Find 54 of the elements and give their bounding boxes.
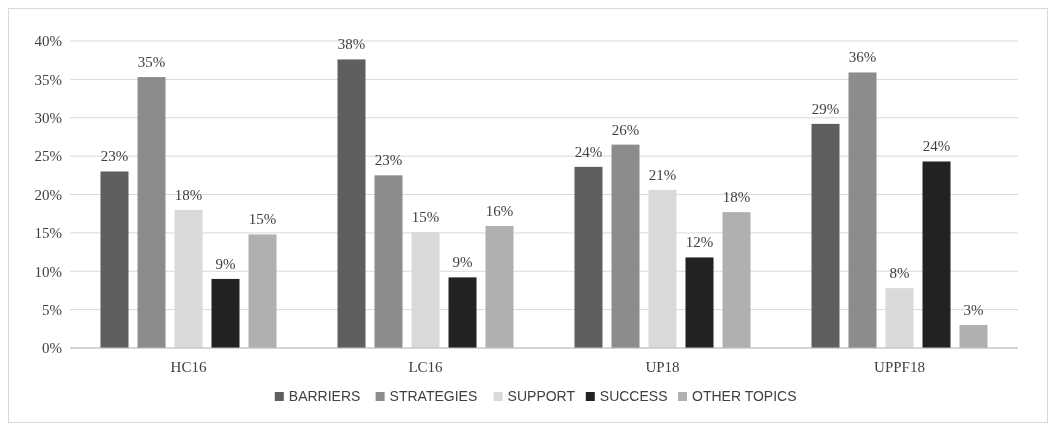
data-label: 8% <box>889 265 910 282</box>
data-label: 18% <box>174 186 203 203</box>
data-label: 24% <box>574 143 603 160</box>
y-tick-label: 15% <box>34 225 62 242</box>
data-label: 24% <box>922 138 951 155</box>
data-label: 26% <box>611 121 640 138</box>
legend-label: STRATEGIES <box>389 388 478 404</box>
bar <box>448 277 477 348</box>
bar <box>611 144 640 348</box>
bar <box>248 234 277 348</box>
legend-label: SUCCESS <box>599 388 668 404</box>
bar <box>959 324 988 348</box>
x-tick-label: LC16 <box>408 359 444 375</box>
data-label: 29% <box>811 100 840 117</box>
bar <box>100 171 129 348</box>
x-tick-label: HC16 <box>170 359 207 375</box>
data-label: 15% <box>248 211 277 228</box>
bar <box>685 257 714 348</box>
data-label: 16% <box>485 202 514 219</box>
legend-label: OTHER TOPICS <box>692 388 797 404</box>
data-label: 3% <box>963 301 984 318</box>
data-label: 9% <box>215 255 236 272</box>
data-label: 23% <box>374 152 403 169</box>
x-tick-label: UP18 <box>645 359 680 375</box>
y-tick-label: 40% <box>34 33 62 50</box>
y-tick-label: 5% <box>42 301 62 318</box>
data-label: 21% <box>648 166 677 183</box>
y-tick-label: 35% <box>34 71 62 88</box>
legend-label: SUPPORT <box>507 388 576 404</box>
y-tick-label: 25% <box>34 148 62 165</box>
data-label: 38% <box>337 36 366 53</box>
bar <box>922 161 951 348</box>
legend-label: BARRIERS <box>288 388 361 404</box>
bar <box>722 212 751 348</box>
data-label: 36% <box>848 49 877 66</box>
bar <box>211 278 240 348</box>
y-tick-label: 20% <box>34 186 62 203</box>
y-tick-label: 30% <box>34 110 62 126</box>
y-tick-label: 0% <box>42 340 62 357</box>
bar <box>574 166 603 348</box>
bar <box>848 72 877 348</box>
data-label: 18% <box>722 189 751 206</box>
data-label: 12% <box>685 234 714 251</box>
bar <box>137 77 166 348</box>
x-tick-label: UPPF18 <box>874 359 925 375</box>
data-label: 9% <box>452 254 473 271</box>
data-label: 35% <box>137 54 166 71</box>
y-tick-label: 10% <box>34 263 62 280</box>
bar <box>811 123 840 348</box>
bar <box>337 59 366 348</box>
bar <box>374 175 403 348</box>
bar <box>485 225 514 348</box>
data-label: 15% <box>411 209 440 226</box>
data-label: 23% <box>100 148 129 165</box>
